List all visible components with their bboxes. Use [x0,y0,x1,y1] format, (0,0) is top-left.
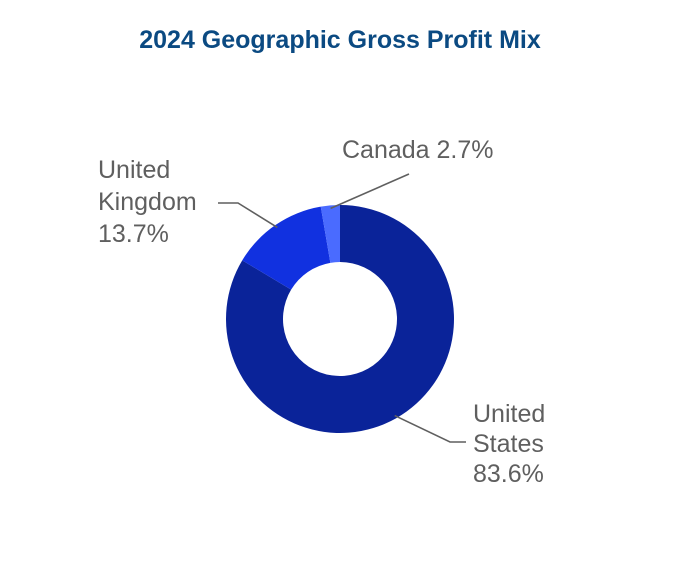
label-united-kingdom-line1: United [98,156,170,184]
label-united-states-line2: States [473,430,544,458]
label-united-kingdom: United Kingdom 13.7% [98,156,204,248]
leader-lines [218,173,466,443]
leader-line-canada [330,173,410,210]
label-canada: Canada 2.7% [342,136,494,164]
label-canada-name: Canada [342,136,430,164]
label-canada-value: 2.7% [437,136,494,164]
donut-slice-united-states [226,205,454,433]
donut-slices [226,205,454,433]
label-united-kingdom-line2: Kingdom [98,188,197,216]
label-united-kingdom-value: 13.7% [98,220,169,248]
label-united-states-value: 83.6% [473,460,544,488]
leader-line-united-states [394,414,466,443]
label-canada-space [430,136,437,164]
label-united-states-line1: United [473,400,545,428]
chart-title: 2024 Geographic Gross Profit Mix [139,26,541,54]
label-united-states: United States 83.6% [473,400,552,488]
donut-slice-canada [320,205,340,263]
leader-line-united-kingdom [218,202,278,229]
donut-slice-united-kingdom [242,206,331,290]
